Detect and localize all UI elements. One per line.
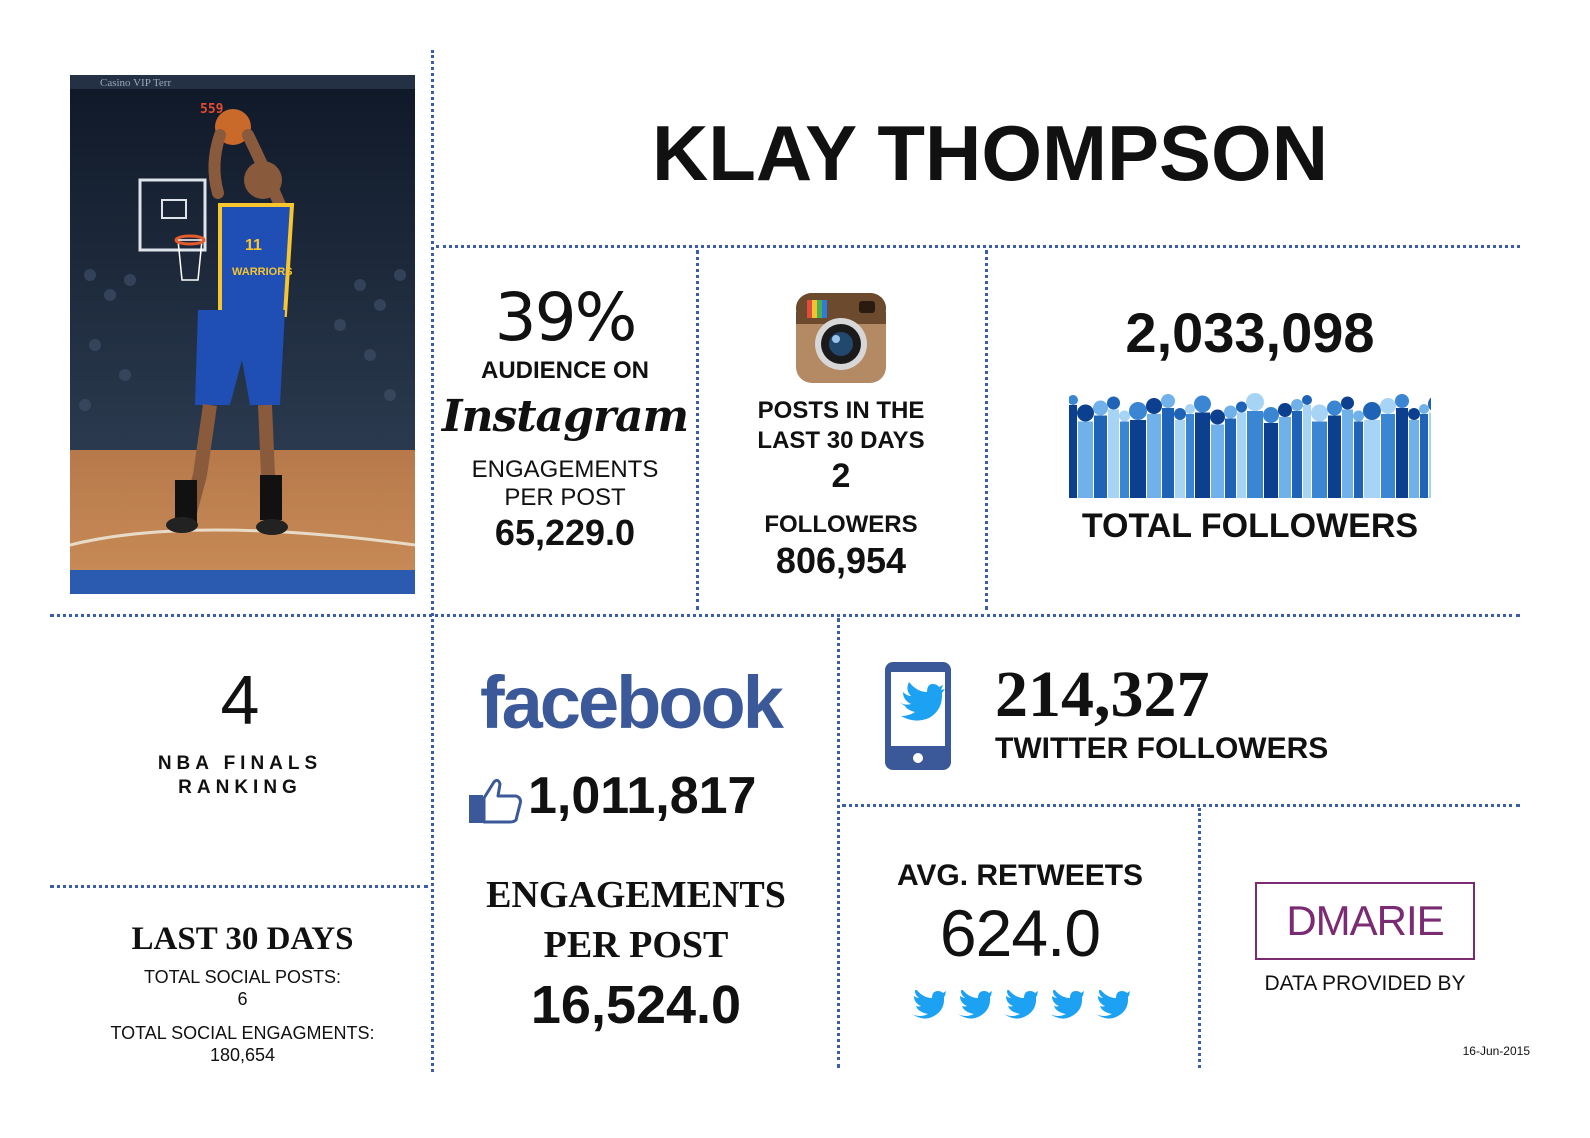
- report-date: 16-Jun-2015: [1462, 1044, 1530, 1058]
- divider-vertical-ig2: [985, 250, 988, 610]
- divider-vertical-provider: [1198, 808, 1201, 1068]
- divider-under-name: [436, 245, 1520, 248]
- divider-vertical-main: [431, 50, 434, 1072]
- svg-text:Casino VIP Terr: Casino VIP Terr: [100, 77, 171, 89]
- facebook-engagements-line2: PER POST: [543, 924, 729, 966]
- twitter-bird-icon: [1094, 989, 1130, 1025]
- facebook-engagements-value: 16,524.0: [530, 975, 742, 1035]
- total-followers-label: TOTAL FOLLOWERS: [1081, 507, 1419, 545]
- followers-label: FOLLOWERS: [764, 511, 918, 538]
- retweets-section: AVG. RETWEETS 624.0: [860, 858, 1180, 1026]
- instagram-wordmark: Instagram: [441, 391, 689, 442]
- last-30-days-title: LAST 30 DAYS: [131, 921, 354, 957]
- twitter-followers-label: TWITTER FOLLOWERS: [995, 732, 1329, 765]
- svg-text:559: 559: [200, 102, 223, 117]
- instagram-camera-icon: [795, 292, 887, 384]
- ranking-value: 4: [220, 661, 260, 739]
- divider-middle: [50, 614, 1520, 617]
- engagements-label: ENGAGEMENTS PER POST: [440, 456, 690, 512]
- engagements-label-line1: ENGAGEMENTS: [471, 456, 659, 483]
- divider-vertical-fb: [837, 618, 840, 1068]
- social-engagements-value: 180,654: [209, 1045, 276, 1065]
- instagram-audience-section: 39% AUDIENCE ON Instagram ENGAGEMENTS PE…: [440, 280, 690, 554]
- crowd-icon: [1068, 386, 1445, 498]
- twitter-followers-value: 214,327: [995, 658, 1210, 731]
- divider-under-twitter: [842, 804, 1520, 807]
- engagements-label-line2: PER POST: [504, 484, 626, 511]
- data-provided-label: DATA PROVIDED BY: [1264, 972, 1466, 995]
- ranking-label-line1: NBA FINALS: [157, 753, 323, 774]
- facebook-engagements-line1: ENGAGEMENTS: [486, 874, 786, 916]
- nba-ranking-section: 4 NBA FINALS RANKING: [80, 660, 400, 800]
- followers-value: 806,954: [775, 540, 907, 581]
- player-photo: Casino VIP Terr 559 WARRIORS 11: [70, 75, 415, 594]
- engagements-value: 65,229.0: [494, 512, 636, 553]
- twitter-bird-icon: [910, 989, 946, 1025]
- audience-percent: 39%: [494, 279, 638, 356]
- audience-label: AUDIENCE ON: [480, 357, 649, 384]
- page-title: KLAY THOMPSON: [651, 109, 1329, 197]
- posts-label-line2: LAST 30 DAYS: [757, 427, 925, 454]
- divider-left-lower: [50, 885, 428, 888]
- total-followers-value: 2,033,098: [1125, 301, 1375, 364]
- posts-value: 2: [831, 457, 851, 495]
- thumbs-up-icon: [468, 778, 524, 824]
- svg-text:WARRIORS: WARRIORS: [232, 266, 293, 278]
- posts-label: POSTS IN THE LAST 30 DAYS: [712, 396, 970, 456]
- social-posts-value: 6: [237, 989, 248, 1009]
- dmarie-logo-text: DMARIE: [1286, 897, 1444, 944]
- dmarie-logo: DMARIE: [1255, 882, 1475, 960]
- last-30-days-section: LAST 30 DAYS TOTAL SOCIAL POSTS: 6 TOTAL…: [70, 918, 415, 1066]
- retweets-label: AVG. RETWEETS: [896, 859, 1144, 892]
- facebook-engagements-label: ENGAGEMENTS PER POST: [440, 870, 832, 970]
- facebook-section: facebook 1,011,817 ENGAGEMENTS PER POST …: [440, 660, 832, 1060]
- twitter-bird-row: [860, 989, 1180, 1026]
- divider-vertical-ig1: [696, 250, 699, 610]
- twitter-bird-icon: [1048, 989, 1084, 1025]
- twitter-bird-icon: [956, 989, 992, 1025]
- facebook-logo: facebook: [480, 661, 784, 744]
- total-followers-section: 2,033,098 TOTAL FOLLOWERS: [1000, 300, 1500, 546]
- instagram-posts-section: POSTS IN THE LAST 30 DAYS 2 FOLLOWERS 80…: [712, 292, 970, 582]
- twitter-bird-icon: [1002, 989, 1038, 1025]
- ranking-label: NBA FINALS RANKING: [80, 752, 400, 800]
- retweets-value: 624.0: [939, 896, 1101, 970]
- facebook-likes-value: 1,011,817: [528, 767, 757, 825]
- ranking-label-line2: RANKING: [178, 777, 302, 798]
- basketball-photo-image: Casino VIP Terr 559 WARRIORS 11: [70, 75, 415, 594]
- posts-label-line1: POSTS IN THE: [757, 397, 925, 424]
- phone-twitter-icon: [885, 662, 951, 770]
- social-engagements-label: TOTAL SOCIAL ENGAGMENTS:: [110, 1023, 375, 1043]
- svg-text:11: 11: [245, 237, 262, 254]
- social-posts-label: TOTAL SOCIAL POSTS:: [143, 967, 342, 987]
